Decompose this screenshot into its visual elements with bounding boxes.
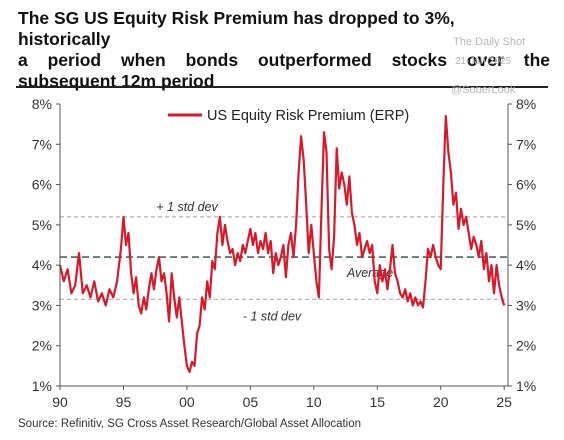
watermark-site: The Daily Shot — [453, 36, 526, 48]
y-tick-label-right: 1% — [516, 378, 536, 394]
source-note: Source: Refinitiv, SG Cross Asset Resear… — [18, 418, 362, 430]
x-tick-label: 10 — [306, 394, 322, 410]
x-tick-label: 15 — [369, 394, 385, 410]
y-tick-label-right: 2% — [516, 338, 536, 354]
y-tick-label-right: 4% — [516, 257, 536, 273]
y-tick-label-left: 5% — [32, 217, 52, 233]
y-tick-label-left: 6% — [32, 177, 52, 193]
x-tick-label: 00 — [179, 394, 195, 410]
x-tick-label: 05 — [243, 394, 259, 410]
legend-label: US Equity Risk Premium (ERP) — [207, 108, 409, 124]
x-tick-label: 20 — [433, 394, 449, 410]
axes: 1% 1% 2% 2% 3% 3% 4% 4% 5% 5% 6% 6% 7% 7% 8% 8% 90 95 00 05… — [32, 96, 536, 410]
y-tick-label-right: 6% — [516, 177, 536, 193]
y-tick-label-left: 7% — [32, 136, 52, 152]
series-line-erp — [58, 115, 506, 373]
reference-line-label: + 1 std dev — [156, 200, 218, 214]
y-tick-label-right: 5% — [516, 217, 536, 233]
y-tick-label-right: 8% — [516, 96, 536, 112]
title-line-1: The SG US Equity Risk Premium has droppe… — [18, 8, 455, 49]
y-tick-label-right: 7% — [516, 136, 536, 152]
series-layer — [58, 115, 506, 373]
title-line-2: a period when bonds outperformed stocks … — [18, 50, 550, 70]
x-tick-label: 90 — [52, 394, 68, 410]
x-tick-label: 95 — [116, 394, 132, 410]
watermark-handle: @SoberLook — [451, 84, 516, 96]
title-divider — [16, 86, 548, 88]
y-tick-label-left: 2% — [32, 338, 52, 354]
watermark-date: 21-Jan-2025 — [455, 56, 512, 67]
y-tick-label-left: 8% — [32, 96, 52, 112]
y-tick-label-right: 3% — [516, 297, 536, 313]
legend: US Equity Risk Premium (ERP) — [168, 108, 409, 124]
y-tick-label-left: 1% — [32, 378, 52, 394]
y-tick-label-left: 4% — [32, 257, 52, 273]
x-tick-label: 25 — [496, 394, 512, 410]
reference-line-label: - 1 std dev — [243, 309, 302, 323]
y-tick-label-left: 3% — [32, 297, 52, 313]
